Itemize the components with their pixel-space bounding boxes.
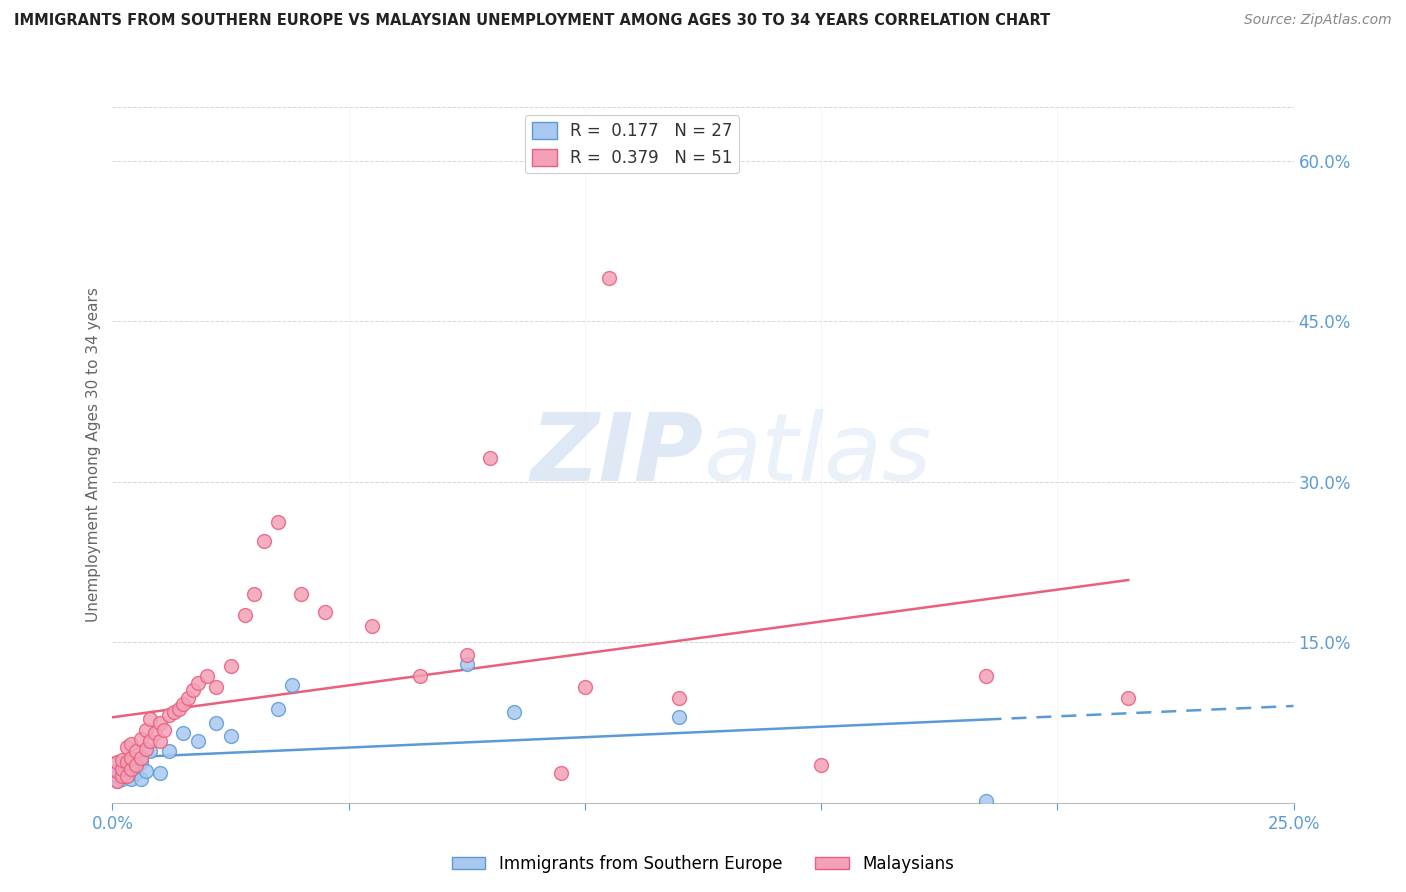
Point bbox=[456, 657, 478, 671]
Point bbox=[668, 690, 690, 705]
Point bbox=[139, 733, 162, 747]
Point bbox=[668, 710, 690, 724]
Point bbox=[810, 758, 832, 772]
Text: Source: ZipAtlas.com: Source: ZipAtlas.com bbox=[1244, 13, 1392, 28]
Point bbox=[105, 774, 128, 789]
Point bbox=[267, 516, 290, 530]
Point bbox=[111, 765, 134, 780]
Point bbox=[135, 742, 157, 756]
Point bbox=[115, 769, 138, 783]
Legend: R =  0.177   N = 27, R =  0.379   N = 51: R = 0.177 N = 27, R = 0.379 N = 51 bbox=[524, 115, 740, 173]
Point bbox=[163, 705, 186, 719]
Point bbox=[976, 669, 998, 683]
Point bbox=[205, 715, 228, 730]
Point bbox=[361, 619, 384, 633]
Point bbox=[186, 676, 208, 690]
Point bbox=[157, 744, 180, 758]
Point bbox=[125, 744, 148, 758]
Point bbox=[111, 772, 134, 787]
Point bbox=[267, 701, 290, 715]
Point bbox=[129, 772, 152, 787]
Point bbox=[120, 751, 142, 765]
Point bbox=[120, 737, 142, 751]
Text: IMMIGRANTS FROM SOUTHERN EUROPE VS MALAYSIAN UNEMPLOYMENT AMONG AGES 30 TO 34 YE: IMMIGRANTS FROM SOUTHERN EUROPE VS MALAY… bbox=[14, 13, 1050, 29]
Text: atlas: atlas bbox=[703, 409, 931, 500]
Point bbox=[153, 723, 176, 737]
Point bbox=[111, 753, 134, 767]
Point bbox=[105, 755, 128, 769]
Point bbox=[111, 769, 134, 783]
Point bbox=[149, 733, 172, 747]
Point bbox=[129, 751, 152, 765]
Point bbox=[120, 764, 142, 778]
Point bbox=[125, 758, 148, 772]
Point bbox=[598, 271, 620, 285]
Point bbox=[314, 605, 336, 619]
Point bbox=[135, 723, 157, 737]
Text: ZIP: ZIP bbox=[530, 409, 703, 501]
Point bbox=[115, 755, 138, 769]
Point bbox=[253, 533, 276, 548]
Point bbox=[139, 712, 162, 726]
Point bbox=[139, 744, 162, 758]
Point bbox=[219, 730, 242, 744]
Point bbox=[105, 764, 128, 778]
Point bbox=[195, 669, 218, 683]
Point bbox=[219, 658, 242, 673]
Point bbox=[177, 690, 200, 705]
Point bbox=[129, 755, 152, 769]
Y-axis label: Unemployment Among Ages 30 to 34 years: Unemployment Among Ages 30 to 34 years bbox=[86, 287, 101, 623]
Point bbox=[129, 731, 152, 746]
Point bbox=[243, 587, 266, 601]
Point bbox=[205, 680, 228, 694]
Point bbox=[105, 769, 128, 783]
Point bbox=[143, 726, 166, 740]
Point bbox=[115, 740, 138, 755]
Point bbox=[574, 680, 596, 694]
Point bbox=[503, 705, 526, 719]
Point bbox=[149, 765, 172, 780]
Point bbox=[105, 774, 128, 789]
Point bbox=[550, 765, 572, 780]
Point bbox=[976, 794, 998, 808]
Point bbox=[125, 765, 148, 780]
Point bbox=[135, 764, 157, 778]
Point bbox=[115, 769, 138, 783]
Point bbox=[115, 762, 138, 776]
Legend: Immigrants from Southern Europe, Malaysians: Immigrants from Southern Europe, Malaysi… bbox=[446, 848, 960, 880]
Point bbox=[120, 762, 142, 776]
Point bbox=[479, 451, 502, 466]
Point bbox=[172, 726, 194, 740]
Point bbox=[1116, 690, 1139, 705]
Point bbox=[281, 678, 304, 692]
Point bbox=[456, 648, 478, 662]
Point bbox=[111, 758, 134, 772]
Point bbox=[172, 698, 194, 712]
Point bbox=[111, 762, 134, 776]
Point bbox=[167, 701, 190, 715]
Point bbox=[290, 587, 312, 601]
Point bbox=[181, 683, 204, 698]
Point bbox=[157, 708, 180, 723]
Point bbox=[105, 764, 128, 778]
Point bbox=[233, 608, 256, 623]
Point bbox=[408, 669, 430, 683]
Point bbox=[120, 772, 142, 787]
Point bbox=[149, 715, 172, 730]
Point bbox=[186, 733, 208, 747]
